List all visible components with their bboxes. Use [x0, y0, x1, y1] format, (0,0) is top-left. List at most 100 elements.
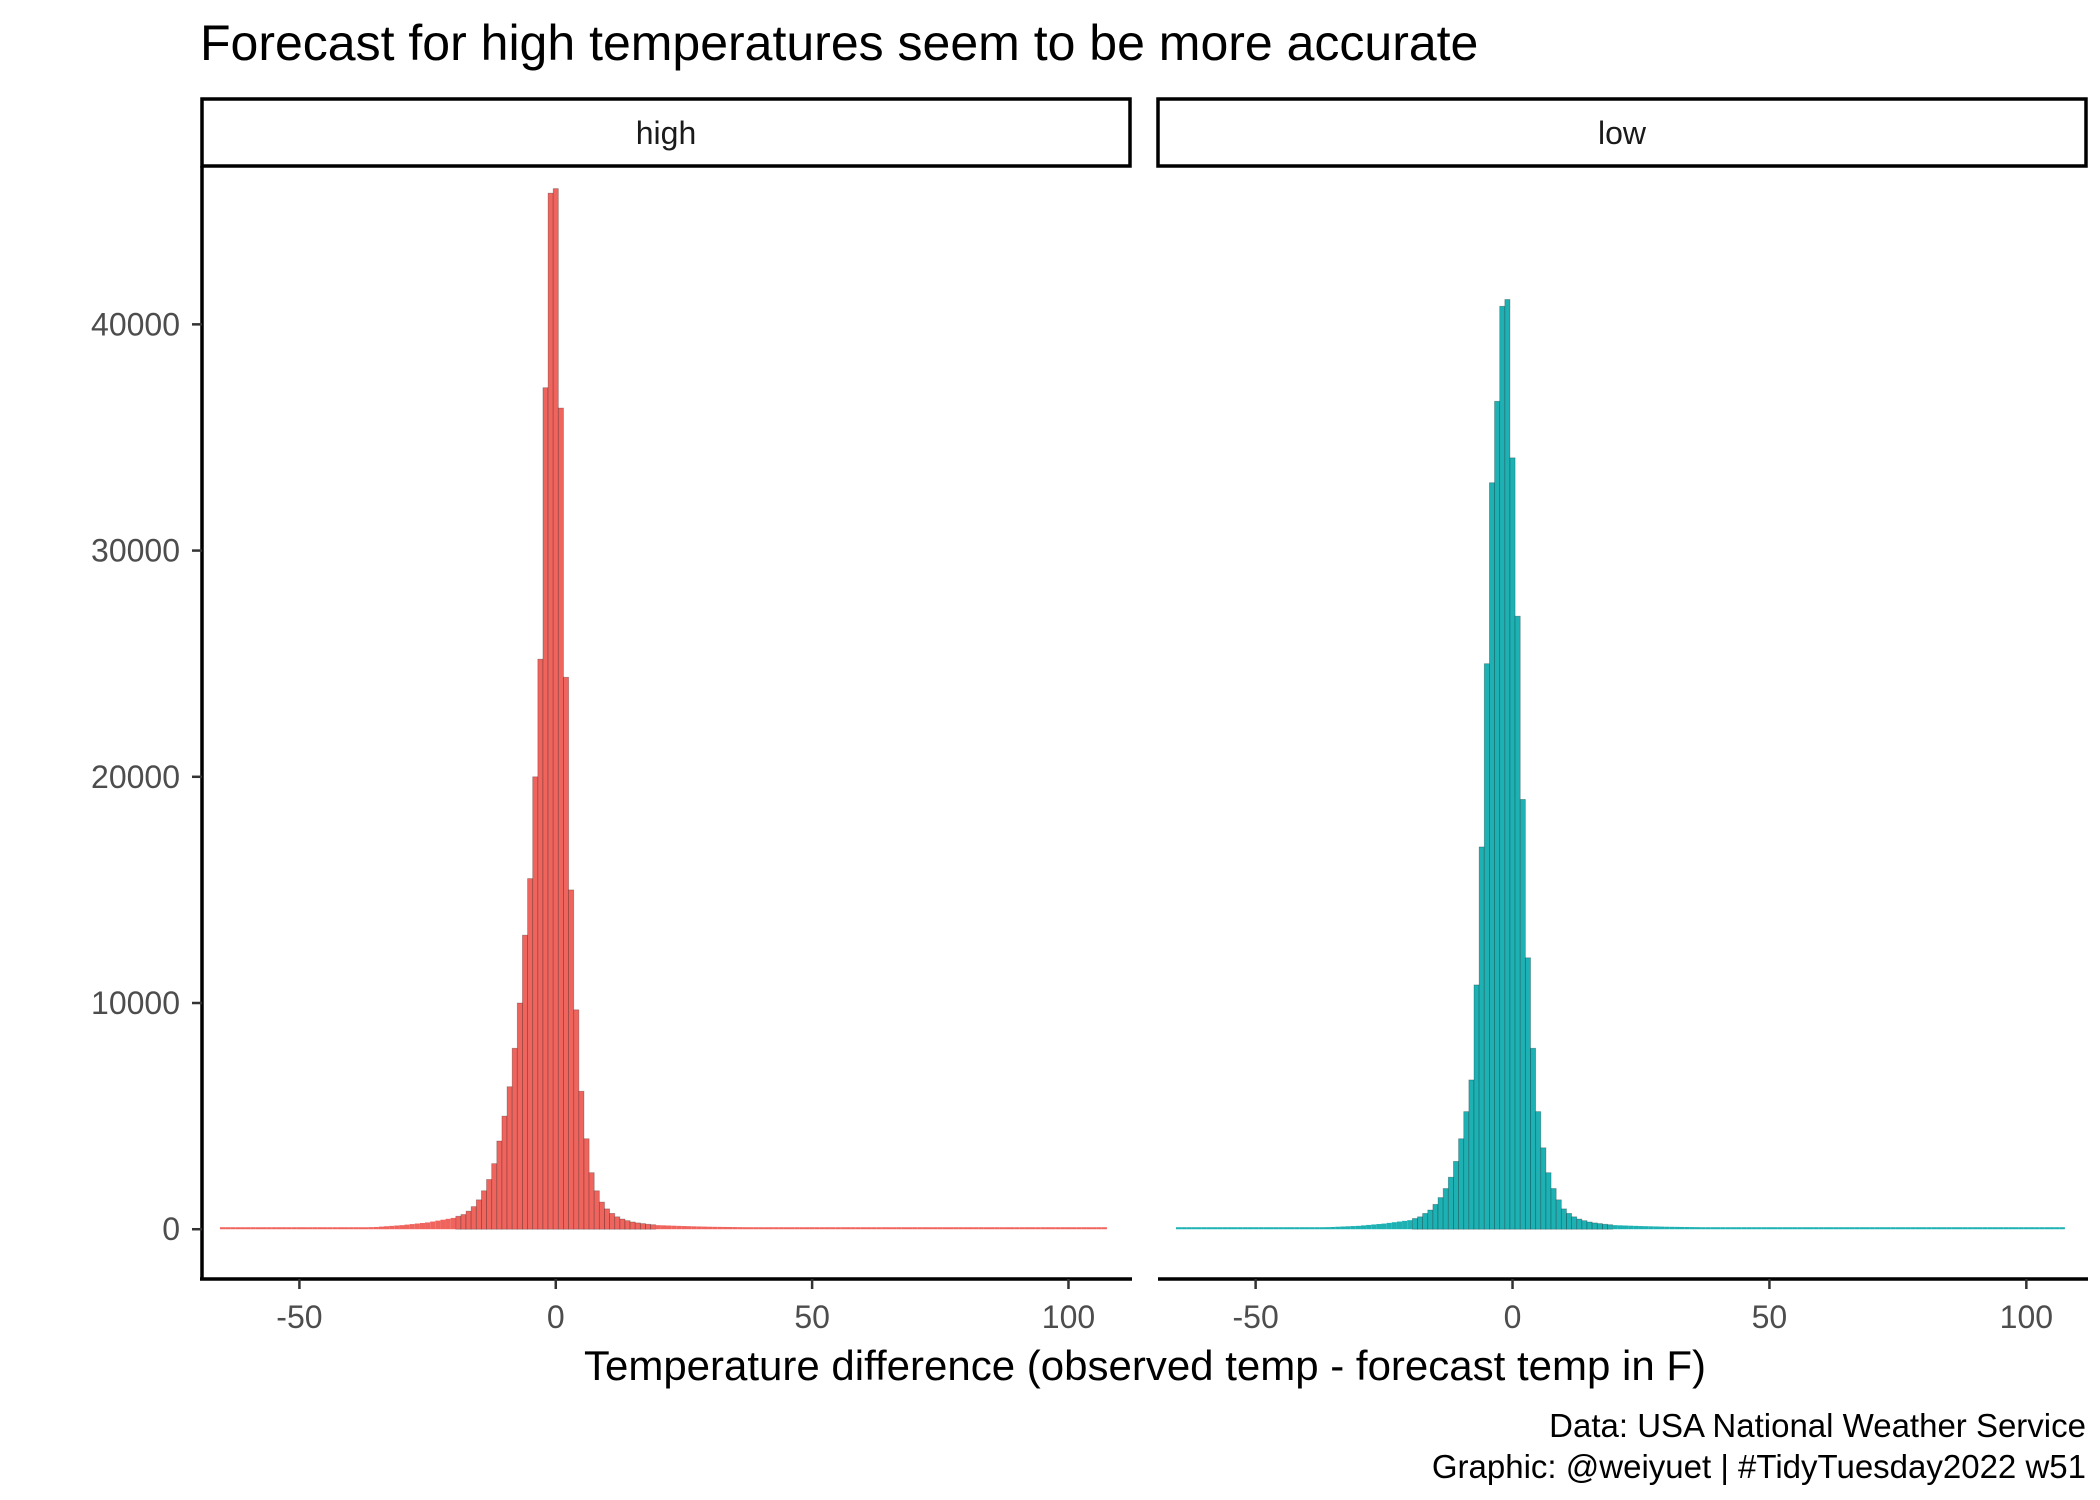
histogram-bar-high: [983, 1227, 990, 1230]
histogram-bar-low: [1777, 1227, 1783, 1230]
histogram-bar-low: [1366, 1224, 1372, 1230]
histogram-bar-low: [1890, 1227, 1896, 1230]
histogram-bar-low: [1761, 1227, 1767, 1230]
histogram-bar-low: [1386, 1222, 1392, 1230]
histogram-bar-high: [655, 1225, 661, 1230]
histogram-bar-high: [639, 1223, 646, 1230]
histogram-bar-low: [1258, 1227, 1264, 1230]
histogram-bar-high: [809, 1227, 815, 1230]
histogram-bar-high: [1086, 1227, 1092, 1230]
histogram-bar-high: [624, 1220, 631, 1230]
histogram-bar-low: [1962, 1227, 1968, 1230]
histogram-bar-high: [363, 1227, 369, 1230]
histogram-bar-high: [871, 1227, 877, 1230]
histogram-bar-low: [1463, 1111, 1470, 1230]
histogram-bar-high: [266, 1227, 272, 1230]
histogram-bar-high: [563, 676, 569, 1230]
histogram-bar-low: [1581, 1220, 1588, 1230]
histogram-bar-high: [989, 1227, 995, 1230]
histogram-bar-low: [1391, 1222, 1397, 1230]
histogram-bar-low: [1504, 299, 1511, 1230]
histogram-bar-high: [804, 1227, 810, 1230]
histogram-bar-low: [1967, 1227, 1973, 1230]
histogram-bar-high: [568, 889, 575, 1230]
histogram-bar-low: [1237, 1227, 1243, 1230]
histogram-bar-high: [758, 1227, 764, 1230]
histogram-bar-low: [1524, 957, 1531, 1230]
facet-strip-low: [1156, 97, 2088, 168]
histogram-bar-low: [1946, 1227, 1952, 1230]
histogram-bar-low: [1427, 1209, 1434, 1230]
histogram-bar-high: [814, 1227, 820, 1230]
histogram-bar-high: [727, 1227, 733, 1230]
histogram-bar-high: [1045, 1227, 1051, 1230]
histogram-bar-low: [1191, 1227, 1197, 1230]
histogram-bar-high: [445, 1218, 451, 1230]
histogram-bar-high: [712, 1226, 718, 1230]
histogram-bar-low: [1730, 1227, 1737, 1230]
histogram-bar-low: [1478, 846, 1485, 1230]
histogram-bar-high: [707, 1226, 713, 1230]
histogram-bar-low: [1232, 1227, 1238, 1230]
histogram-bar-low: [1324, 1227, 1331, 1230]
histogram-bar-high: [348, 1227, 354, 1230]
histogram-bar-high: [409, 1224, 415, 1230]
histogram-bar-high: [419, 1222, 426, 1230]
histogram-bar-low: [1710, 1227, 1716, 1230]
histogram-bar-high: [1055, 1227, 1061, 1230]
histogram-bar-low: [1283, 1227, 1290, 1230]
histogram-bar-low: [2039, 1227, 2045, 1230]
histogram-bar-high: [1019, 1227, 1025, 1230]
histogram-bar-low: [1992, 1227, 1999, 1230]
histogram-bar-high: [301, 1227, 308, 1230]
histogram-bar-high: [799, 1227, 805, 1230]
histogram-bar-low: [2013, 1227, 2019, 1230]
histogram-bar-high: [855, 1227, 861, 1230]
histogram-bar-low: [1705, 1227, 1711, 1230]
y-tick-label: 30000: [91, 533, 180, 569]
histogram-bar-low: [1643, 1226, 1649, 1230]
histogram-bar-high: [276, 1227, 282, 1230]
histogram-bar-high: [481, 1190, 487, 1230]
histogram-bar-low: [1519, 799, 1526, 1230]
histogram-bar-high: [1035, 1227, 1041, 1230]
histogram-bar-high: [542, 387, 549, 1230]
histogram-bar-high: [742, 1227, 749, 1230]
histogram-bar-low: [1211, 1227, 1218, 1230]
histogram-bar-high: [737, 1227, 743, 1230]
histogram-bar-low: [1807, 1227, 1814, 1230]
histogram-bar-high: [522, 934, 528, 1230]
histogram-bar-low: [1447, 1176, 1454, 1230]
histogram-bar-high: [516, 1002, 523, 1230]
histogram-bar-low: [1458, 1138, 1465, 1230]
histogram-bar-low: [1175, 1227, 1182, 1230]
histogram-bar-low: [1813, 1227, 1819, 1230]
histogram-bar-high: [465, 1210, 472, 1230]
histogram-bar-high: [958, 1227, 964, 1230]
histogram-bar-high: [629, 1221, 636, 1230]
histogram-bar-low: [1360, 1225, 1367, 1230]
histogram-bar-high: [240, 1227, 246, 1230]
histogram-bar-low: [1402, 1220, 1408, 1230]
histogram-bar-low: [1910, 1227, 1916, 1230]
histogram-bar-high: [604, 1208, 611, 1230]
histogram-bar-high: [578, 1090, 585, 1230]
histogram-bar-high: [789, 1227, 795, 1230]
histogram-bar-low: [1355, 1225, 1361, 1230]
histogram-bar-high: [496, 1140, 503, 1230]
histogram-bar-low: [1335, 1226, 1341, 1230]
histogram-bar-low: [1746, 1227, 1752, 1230]
histogram-bar-low: [1417, 1216, 1424, 1230]
histogram-bar-high: [322, 1227, 328, 1230]
histogram-bar-high: [819, 1227, 825, 1230]
histogram-bar-high: [850, 1227, 856, 1230]
histogram-bar-low: [1186, 1227, 1192, 1230]
histogram-bar-low: [2023, 1227, 2029, 1230]
histogram-bar-high: [676, 1225, 682, 1230]
histogram-bar-low: [2049, 1227, 2055, 1230]
histogram-bar-low: [1514, 615, 1521, 1230]
histogram-bar-low: [1309, 1227, 1315, 1230]
histogram-bar-high: [573, 1009, 580, 1230]
histogram-bar-low: [1607, 1224, 1614, 1230]
